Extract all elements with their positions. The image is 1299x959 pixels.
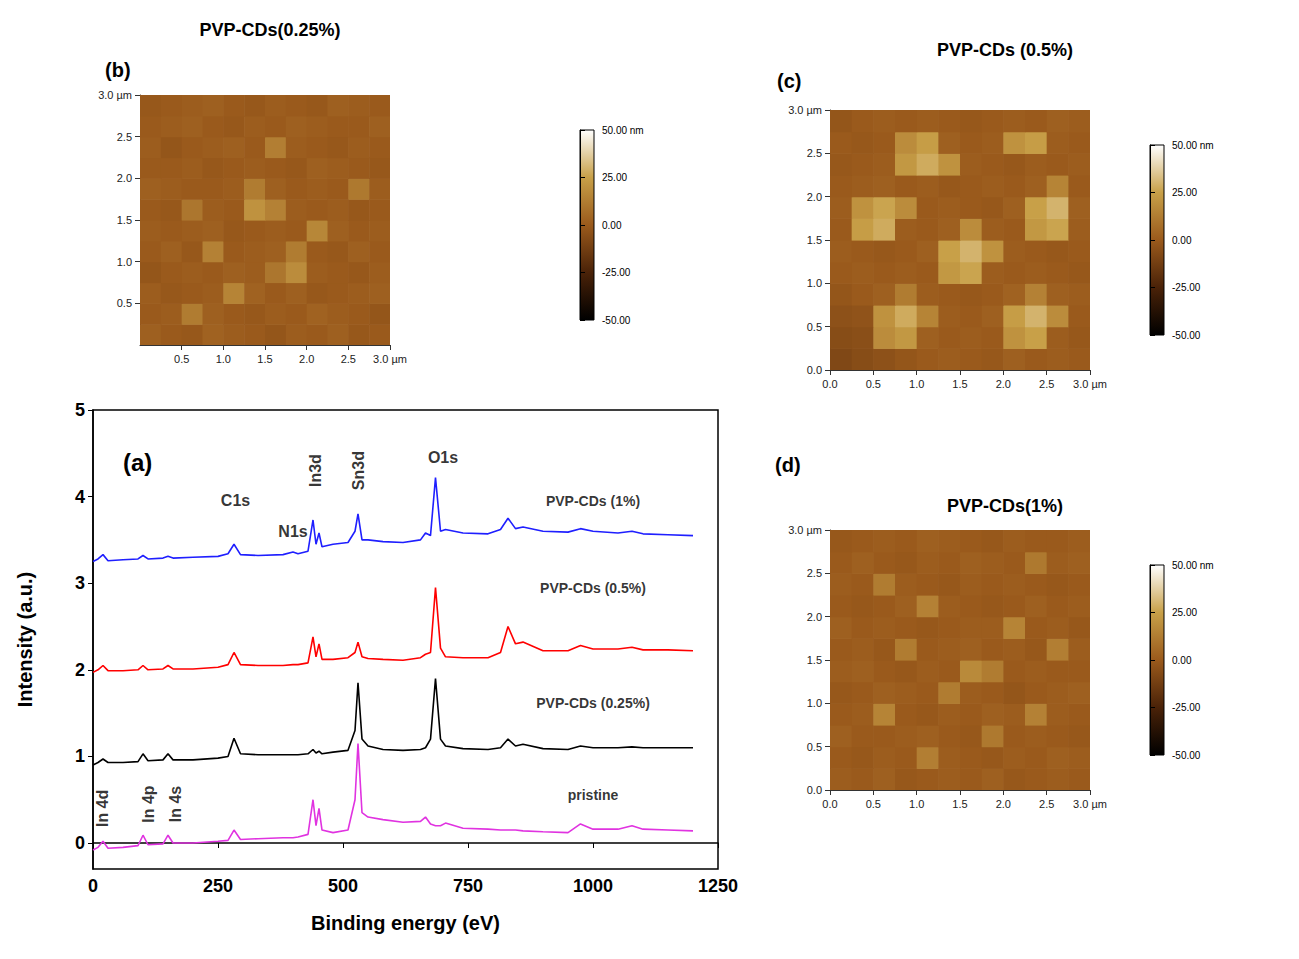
- svg-text:PVP-CDs (1%): PVP-CDs (1%): [546, 493, 640, 509]
- svg-text:5: 5: [75, 400, 85, 420]
- svg-text:Intensity (a.u.): Intensity (a.u.): [14, 572, 36, 708]
- svg-text:1.5: 1.5: [117, 214, 132, 226]
- svg-text:In 4s: In 4s: [167, 786, 184, 823]
- svg-text:(c): (c): [777, 70, 801, 92]
- svg-text:2.5: 2.5: [807, 147, 822, 159]
- svg-text:0.0: 0.0: [807, 784, 822, 796]
- svg-text:PVP-CDs (0.25%): PVP-CDs (0.25%): [536, 695, 650, 711]
- svg-text:0.5: 0.5: [807, 321, 822, 333]
- svg-text:25.00: 25.00: [602, 172, 627, 183]
- svg-text:3.0 µm: 3.0 µm: [788, 104, 822, 116]
- svg-text:2: 2: [75, 660, 85, 680]
- svg-text:2.0: 2.0: [117, 172, 132, 184]
- svg-text:2.0: 2.0: [807, 611, 822, 623]
- svg-text:3: 3: [75, 573, 85, 593]
- svg-text:1.0: 1.0: [807, 277, 822, 289]
- svg-text:(b): (b): [105, 59, 131, 81]
- svg-text:-50.00: -50.00: [602, 315, 631, 326]
- svg-text:0.0: 0.0: [807, 364, 822, 376]
- svg-text:25.00: 25.00: [1172, 187, 1197, 198]
- svg-text:50.00 nm: 50.00 nm: [1172, 140, 1214, 151]
- svg-text:0: 0: [88, 876, 98, 896]
- svg-text:50.00 nm: 50.00 nm: [602, 125, 644, 136]
- svg-text:(d): (d): [775, 454, 801, 476]
- svg-text:3.0 µm: 3.0 µm: [788, 524, 822, 536]
- svg-text:1.0: 1.0: [909, 798, 924, 810]
- svg-text:1.0: 1.0: [909, 378, 924, 390]
- svg-text:0.5: 0.5: [807, 741, 822, 753]
- svg-text:O1s: O1s: [428, 449, 458, 466]
- svg-text:2.5: 2.5: [117, 131, 132, 143]
- svg-text:4: 4: [75, 487, 85, 507]
- svg-text:2.0: 2.0: [996, 798, 1011, 810]
- svg-text:-25.00: -25.00: [1172, 282, 1201, 293]
- svg-text:2.0: 2.0: [299, 353, 314, 365]
- svg-text:1.5: 1.5: [952, 378, 967, 390]
- svg-text:3.0 µm: 3.0 µm: [1073, 798, 1107, 810]
- svg-text:0: 0: [75, 833, 85, 853]
- svg-text:In 4d: In 4d: [94, 790, 111, 827]
- svg-text:1.5: 1.5: [807, 654, 822, 666]
- svg-text:0.5: 0.5: [866, 798, 881, 810]
- svg-text:0.5: 0.5: [866, 378, 881, 390]
- svg-text:In 4p: In 4p: [140, 785, 157, 823]
- svg-text:3.0 µm: 3.0 µm: [373, 353, 407, 365]
- svg-text:PVP-CDs(1%): PVP-CDs(1%): [947, 496, 1063, 516]
- svg-text:3.0 µm: 3.0 µm: [1073, 378, 1107, 390]
- svg-text:pristine: pristine: [568, 787, 619, 803]
- svg-text:2.5: 2.5: [341, 353, 356, 365]
- svg-text:PVP-CDs (0.5%): PVP-CDs (0.5%): [937, 40, 1073, 60]
- svg-text:3.0 µm: 3.0 µm: [98, 89, 132, 101]
- svg-text:250: 250: [203, 876, 233, 896]
- svg-text:Sn3d: Sn3d: [350, 451, 367, 490]
- svg-text:Binding energy (eV): Binding energy (eV): [311, 912, 500, 934]
- svg-text:1.5: 1.5: [807, 234, 822, 246]
- svg-text:50.00 nm: 50.00 nm: [1172, 560, 1214, 571]
- svg-text:0.0: 0.0: [822, 378, 837, 390]
- svg-text:N1s: N1s: [278, 523, 307, 540]
- svg-text:500: 500: [328, 876, 358, 896]
- svg-text:1.0: 1.0: [807, 697, 822, 709]
- svg-text:0.00: 0.00: [602, 220, 622, 231]
- svg-text:In3d: In3d: [307, 454, 324, 487]
- svg-text:-50.00: -50.00: [1172, 330, 1201, 341]
- svg-text:2.5: 2.5: [1039, 378, 1054, 390]
- svg-text:2.5: 2.5: [1039, 798, 1054, 810]
- svg-text:-25.00: -25.00: [1172, 702, 1201, 713]
- svg-text:PVP-CDs(0.25%): PVP-CDs(0.25%): [199, 20, 340, 40]
- svg-text:0.00: 0.00: [1172, 655, 1192, 666]
- svg-text:1: 1: [75, 746, 85, 766]
- svg-text:PVP-CDs (0.5%): PVP-CDs (0.5%): [540, 580, 646, 596]
- svg-text:-50.00: -50.00: [1172, 750, 1201, 761]
- svg-text:-25.00: -25.00: [602, 267, 631, 278]
- svg-text:0.5: 0.5: [117, 297, 132, 309]
- svg-text:0.0: 0.0: [822, 798, 837, 810]
- svg-text:0.00: 0.00: [1172, 235, 1192, 246]
- svg-text:1.5: 1.5: [257, 353, 272, 365]
- svg-text:1.5: 1.5: [952, 798, 967, 810]
- svg-text:(a): (a): [123, 449, 152, 476]
- svg-text:1250: 1250: [698, 876, 738, 896]
- svg-text:1.0: 1.0: [117, 256, 132, 268]
- svg-text:2.0: 2.0: [996, 378, 1011, 390]
- svg-text:750: 750: [453, 876, 483, 896]
- svg-text:0.5: 0.5: [174, 353, 189, 365]
- svg-text:C1s: C1s: [221, 492, 250, 509]
- svg-text:1.0: 1.0: [216, 353, 231, 365]
- svg-text:2.5: 2.5: [807, 567, 822, 579]
- svg-text:1000: 1000: [573, 876, 613, 896]
- svg-text:25.00: 25.00: [1172, 607, 1197, 618]
- svg-text:2.0: 2.0: [807, 191, 822, 203]
